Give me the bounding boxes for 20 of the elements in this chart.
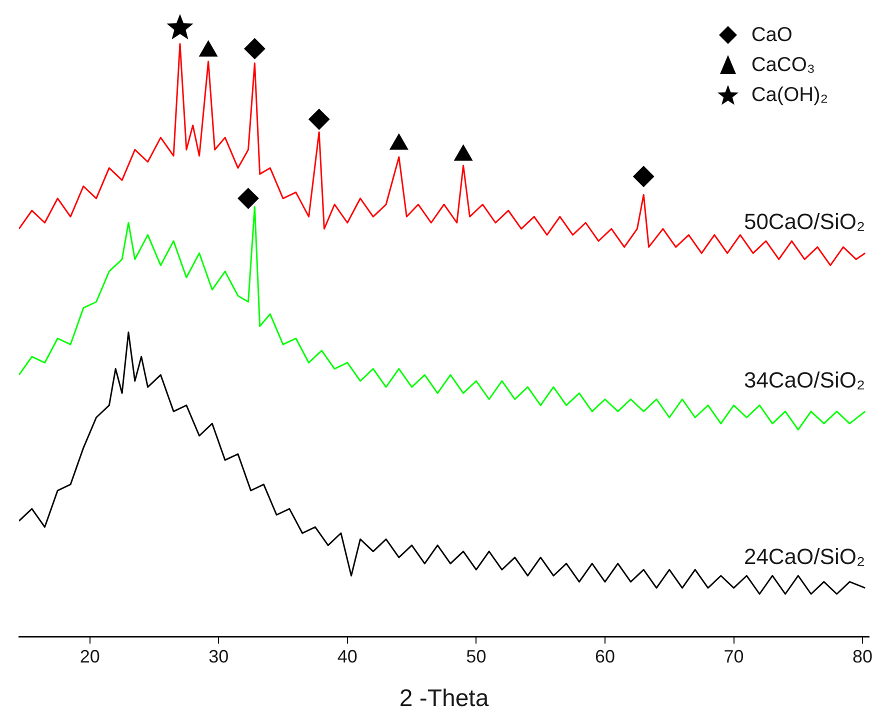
point bbox=[308, 108, 330, 130]
x-tick-label: 80 bbox=[852, 646, 873, 666]
point bbox=[244, 38, 266, 60]
x-tick-label: 20 bbox=[80, 646, 100, 666]
series-label: 34CaO/SiO₂ bbox=[744, 367, 865, 392]
point bbox=[238, 188, 259, 209]
legend-label: CaCO₃ bbox=[751, 54, 816, 76]
x-axis-title: 2 -Theta bbox=[399, 685, 490, 712]
point bbox=[199, 40, 218, 57]
point bbox=[633, 166, 654, 187]
x-tick-label: 50 bbox=[466, 646, 486, 666]
x-tick-label: 30 bbox=[208, 646, 229, 666]
point bbox=[166, 14, 194, 40]
x-tick-label: 70 bbox=[724, 646, 744, 666]
series-label: 50CaO/SiO₂ bbox=[744, 209, 865, 234]
legend-label: CaO bbox=[751, 24, 792, 46]
x-tick-label: 40 bbox=[337, 646, 358, 666]
series-label: 24CaO/SiO₂ bbox=[744, 544, 865, 569]
legend-label: Ca(OH)₂ bbox=[751, 84, 828, 106]
x-tick-label: 60 bbox=[594, 646, 615, 666]
